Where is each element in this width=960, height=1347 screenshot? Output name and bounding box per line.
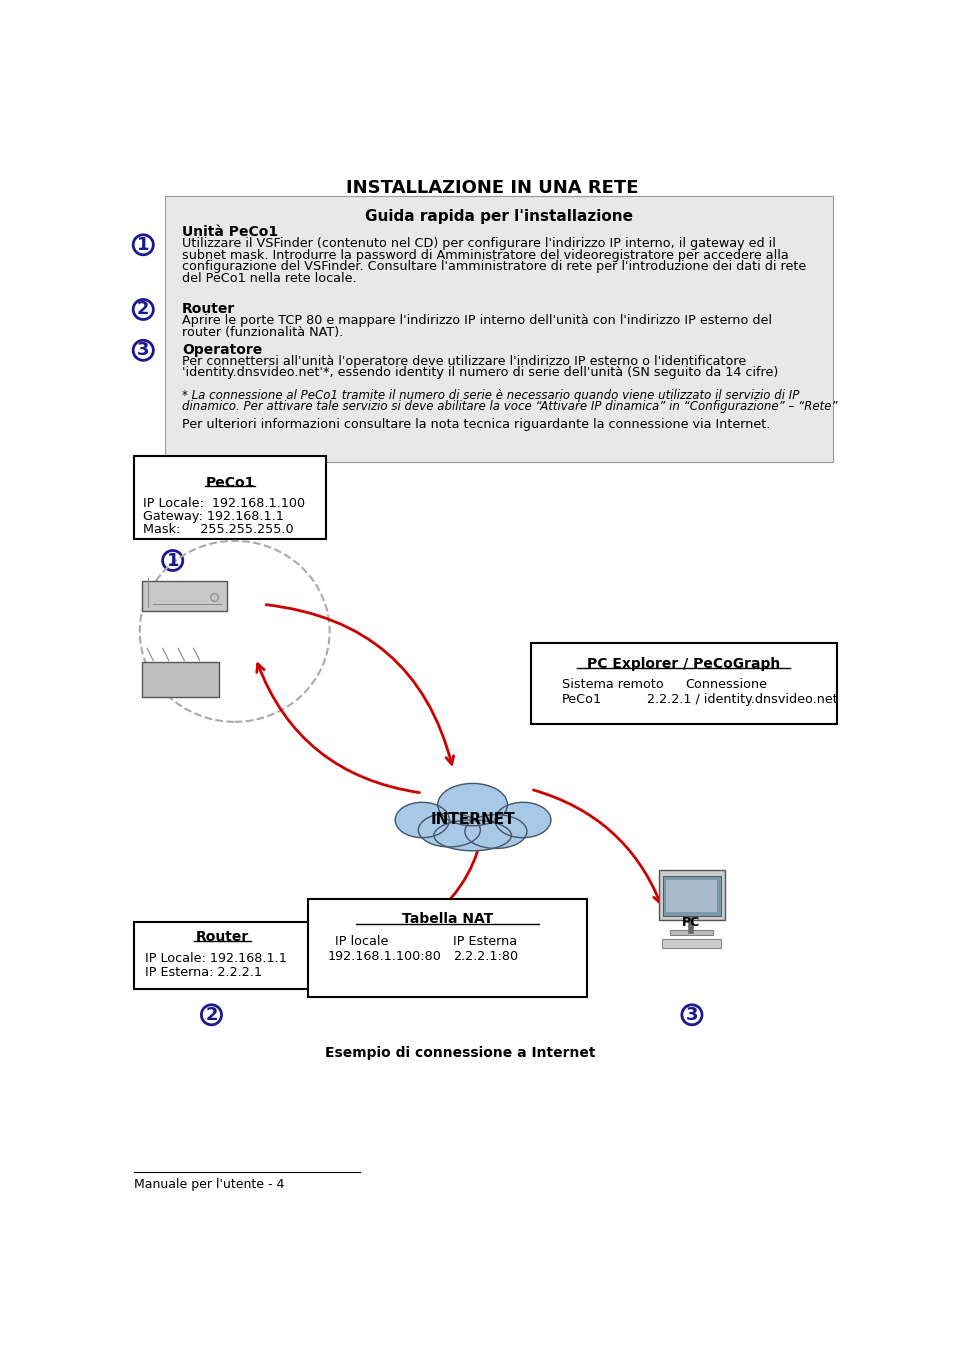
- Text: IP Esterna: IP Esterna: [453, 935, 517, 948]
- Text: 3: 3: [137, 341, 150, 360]
- FancyBboxPatch shape: [134, 455, 326, 539]
- Ellipse shape: [434, 820, 512, 851]
- Text: Router: Router: [196, 929, 249, 944]
- Text: Manuale per l'utente - 4: Manuale per l'utente - 4: [134, 1179, 284, 1191]
- Text: Per connettersi all'unità l'operatore deve utilizzare l'indirizzo IP esterno o l: Per connettersi all'unità l'operatore de…: [182, 354, 746, 368]
- Text: 'identity.dnsvideo.net'*, essendo identity il numero di serie dell'unità (SN seg: 'identity.dnsvideo.net'*, essendo identi…: [182, 366, 779, 380]
- Text: IP Esterna: 2.2.2.1: IP Esterna: 2.2.2.1: [145, 966, 262, 978]
- FancyArrowPatch shape: [256, 664, 420, 792]
- Text: Operatore: Operatore: [182, 342, 262, 357]
- FancyArrowPatch shape: [534, 789, 661, 902]
- FancyBboxPatch shape: [165, 197, 833, 462]
- Text: Esempio di connessione a Internet: Esempio di connessione a Internet: [325, 1045, 596, 1060]
- Text: Aprire le porte TCP 80 e mappare l'indirizzo IP interno dell'unità con l'indiriz: Aprire le porte TCP 80 e mappare l'indir…: [182, 314, 772, 327]
- FancyBboxPatch shape: [142, 582, 227, 610]
- FancyBboxPatch shape: [308, 898, 588, 997]
- FancyBboxPatch shape: [661, 939, 721, 948]
- FancyBboxPatch shape: [662, 876, 721, 916]
- Text: router (funzionalità NAT).: router (funzionalità NAT).: [182, 326, 344, 338]
- Text: del PeCo1 nella rete locale.: del PeCo1 nella rete locale.: [182, 272, 356, 284]
- Text: IP Locale: 192.168.1.1: IP Locale: 192.168.1.1: [145, 952, 287, 964]
- FancyBboxPatch shape: [666, 880, 717, 912]
- Text: IP locale: IP locale: [335, 935, 389, 948]
- Text: 1: 1: [137, 236, 150, 253]
- Text: Unità PeCo1: Unità PeCo1: [182, 225, 278, 238]
- Text: subnet mask. Introdurre la password di Amministratore del videoregistratore per : subnet mask. Introdurre la password di A…: [182, 249, 789, 261]
- Text: PC: PC: [682, 916, 700, 929]
- Text: Connessione: Connessione: [685, 678, 768, 691]
- Text: * La connessione al PeCo1 tramite il numero di serie è necessario quando viene u: * La connessione al PeCo1 tramite il num…: [182, 389, 800, 401]
- Text: INTERNET: INTERNET: [430, 812, 515, 827]
- Text: PeCo1: PeCo1: [205, 475, 254, 490]
- FancyBboxPatch shape: [670, 929, 713, 935]
- Text: 2: 2: [205, 1006, 218, 1024]
- Ellipse shape: [465, 815, 527, 849]
- Text: 2.2.2.1 / identity.dnsvideo.net: 2.2.2.1 / identity.dnsvideo.net: [647, 692, 838, 706]
- Text: dinamico. Per attivare tale servizio si deve abilitare la voce “Attivare IP dina: dinamico. Per attivare tale servizio si …: [182, 400, 838, 412]
- Text: Gateway: 192.168.1.1: Gateway: 192.168.1.1: [143, 509, 284, 523]
- Ellipse shape: [419, 814, 480, 847]
- Text: Tabella NAT: Tabella NAT: [402, 912, 493, 927]
- Text: INSTALLAZIONE IN UNA RETE: INSTALLAZIONE IN UNA RETE: [346, 179, 638, 197]
- Text: Utilizzare il VSFinder (contenuto nel CD) per configurare l'indirizzo IP interno: Utilizzare il VSFinder (contenuto nel CD…: [182, 237, 776, 251]
- Text: Guida rapida per l'installazione: Guida rapida per l'installazione: [365, 209, 633, 225]
- Ellipse shape: [438, 784, 508, 826]
- FancyArrowPatch shape: [266, 605, 454, 764]
- FancyBboxPatch shape: [134, 921, 311, 990]
- FancyArrowPatch shape: [444, 815, 488, 907]
- FancyBboxPatch shape: [142, 663, 219, 696]
- Ellipse shape: [396, 803, 449, 838]
- Text: 2: 2: [137, 300, 150, 318]
- Text: PC Explorer / PeCoGraph: PC Explorer / PeCoGraph: [587, 657, 780, 671]
- FancyBboxPatch shape: [531, 643, 837, 723]
- Text: 1: 1: [166, 551, 179, 570]
- FancyBboxPatch shape: [659, 870, 725, 920]
- Text: Mask:     255.255.255.0: Mask: 255.255.255.0: [143, 523, 294, 536]
- Text: 3: 3: [685, 1006, 698, 1024]
- Text: Per ulteriori informazioni consultare la nota tecnica riguardante la connessione: Per ulteriori informazioni consultare la…: [182, 418, 770, 431]
- Text: configurazione del VSFinder. Consultare l'amministratore di rete per l'introduzi: configurazione del VSFinder. Consultare …: [182, 260, 806, 273]
- Text: Sistema remoto: Sistema remoto: [562, 678, 663, 691]
- Text: Router: Router: [182, 302, 235, 315]
- Text: 192.168.1.100:80: 192.168.1.100:80: [327, 950, 442, 963]
- Text: PeCo1: PeCo1: [562, 692, 602, 706]
- Text: 2.2.2.1:80: 2.2.2.1:80: [453, 950, 518, 963]
- Ellipse shape: [495, 803, 551, 838]
- Text: IP Locale:  192.168.1.100: IP Locale: 192.168.1.100: [143, 497, 305, 509]
